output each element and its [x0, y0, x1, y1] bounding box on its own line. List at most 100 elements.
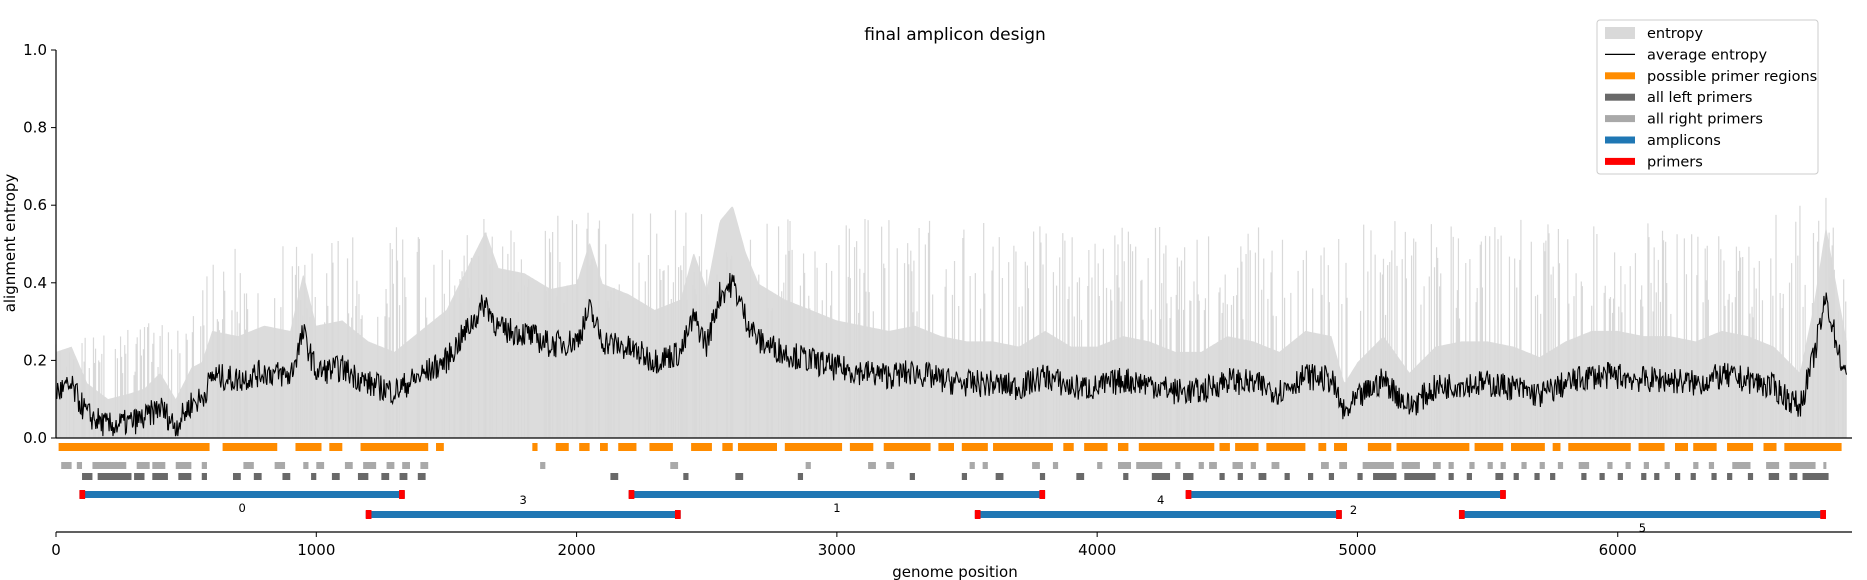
right-primer [1401, 462, 1420, 469]
left-primer [797, 473, 804, 480]
left-primer [253, 473, 262, 480]
right-primer [1250, 462, 1256, 469]
y-tick-label: 1.0 [23, 41, 47, 59]
left-primer [82, 473, 93, 480]
left-primer [1654, 473, 1660, 480]
left-primer [1404, 473, 1436, 480]
legend-label: all right primers [1647, 112, 1763, 128]
amplicon-4: 4 [1157, 490, 1506, 507]
possible-primer-regions [58, 443, 1842, 451]
x-tick-label: 3000 [818, 541, 856, 559]
left-primer [610, 473, 619, 480]
left-primer [683, 473, 689, 480]
right-primer [1052, 462, 1059, 469]
left-primer [1768, 473, 1780, 480]
amplicon-bar [79, 491, 405, 498]
right-primer [1232, 462, 1243, 469]
right-primer [92, 462, 127, 469]
primer-region [1511, 443, 1545, 451]
primer-region [1334, 443, 1348, 451]
primer-region [961, 443, 988, 451]
axes: 0.0 0.2 0.4 0.6 0.8 1.0 0 1000 2000 3000 4000 5000 6… [23, 41, 1852, 559]
left-primer [995, 473, 1004, 480]
amplicon-right-primer [1336, 510, 1342, 519]
y-tick-label: 0.0 [23, 429, 47, 447]
amplicon-1: 1 [628, 490, 1046, 515]
left-primer [201, 473, 207, 480]
right-primer [1469, 462, 1475, 469]
amplicon-right-primer [1820, 510, 1826, 519]
primer-region [436, 443, 444, 451]
right-primer [1557, 462, 1564, 469]
primer-region [1367, 443, 1392, 451]
left-primer [1789, 473, 1798, 480]
amplicon-label: 0 [238, 501, 245, 515]
primer-region [1693, 443, 1717, 451]
right-primer [886, 462, 895, 469]
legend: entropy average entropy possible primer re… [1596, 19, 1819, 175]
left-primer [1513, 473, 1519, 480]
x-axis-label: genome position [892, 563, 1017, 580]
primer-region [883, 443, 931, 451]
right-primer [386, 462, 395, 469]
amplicon-bar [365, 511, 681, 518]
left-primer [1219, 473, 1225, 480]
primer-region [1084, 443, 1108, 451]
left-primer [1328, 473, 1335, 480]
right-primer [1823, 462, 1827, 469]
left-primer [134, 473, 145, 480]
y-tick-label: 0.8 [23, 119, 47, 137]
right-primer [76, 462, 83, 469]
legend-swatch [1605, 93, 1635, 101]
amplicon-label: 1 [833, 501, 840, 515]
amplicon-left-primer [1185, 490, 1192, 499]
right-primer [1117, 462, 1131, 469]
right-primer [201, 462, 207, 469]
primer-region [938, 443, 954, 451]
legend-label: primers [1647, 154, 1703, 170]
right-primer [1732, 462, 1751, 469]
legend-item: all right primers [1605, 112, 1763, 128]
right-primer [1362, 462, 1394, 469]
average-entropy-line [55, 272, 1848, 437]
left-primer [178, 473, 192, 480]
legend-swatch [1605, 27, 1635, 39]
left-primer [1258, 473, 1267, 480]
left-primer [961, 473, 968, 480]
amplicon-label: 3 [520, 493, 527, 507]
primer-region [600, 443, 608, 451]
right-primer [1625, 462, 1631, 469]
left-primer [1123, 473, 1129, 480]
right-primer [1500, 462, 1506, 469]
amplicon-label: 2 [1350, 503, 1357, 517]
amplicon-bar [628, 491, 1046, 498]
right-primer [1448, 462, 1454, 469]
primer-region [1219, 443, 1230, 451]
legend-label: all left primers [1647, 90, 1752, 106]
entropy-area [55, 197, 1847, 438]
left-primer [1802, 473, 1829, 480]
right-primer [969, 462, 975, 469]
left-primer [1307, 473, 1314, 480]
primer-region [993, 443, 1053, 451]
x-tick-label: 0 [51, 541, 61, 559]
right-primer [1032, 462, 1040, 469]
amplicon-left-primer [974, 510, 981, 519]
right-primer [1339, 462, 1348, 469]
legend-swatch [1605, 115, 1635, 123]
left-primer [1183, 473, 1194, 480]
y-tick-label: 0.4 [23, 274, 47, 292]
legend-item: primers [1605, 154, 1703, 170]
primer-region [222, 443, 278, 451]
left-primer [1237, 473, 1243, 480]
left-primer [152, 473, 168, 480]
left-primer [1617, 473, 1623, 480]
amplicon-bar [1458, 511, 1826, 518]
primer-region [579, 443, 590, 451]
left-primer [381, 473, 390, 480]
primer-region [722, 443, 733, 451]
left-primer [232, 473, 241, 480]
primer-region [1552, 443, 1561, 451]
left-primer [735, 473, 744, 480]
